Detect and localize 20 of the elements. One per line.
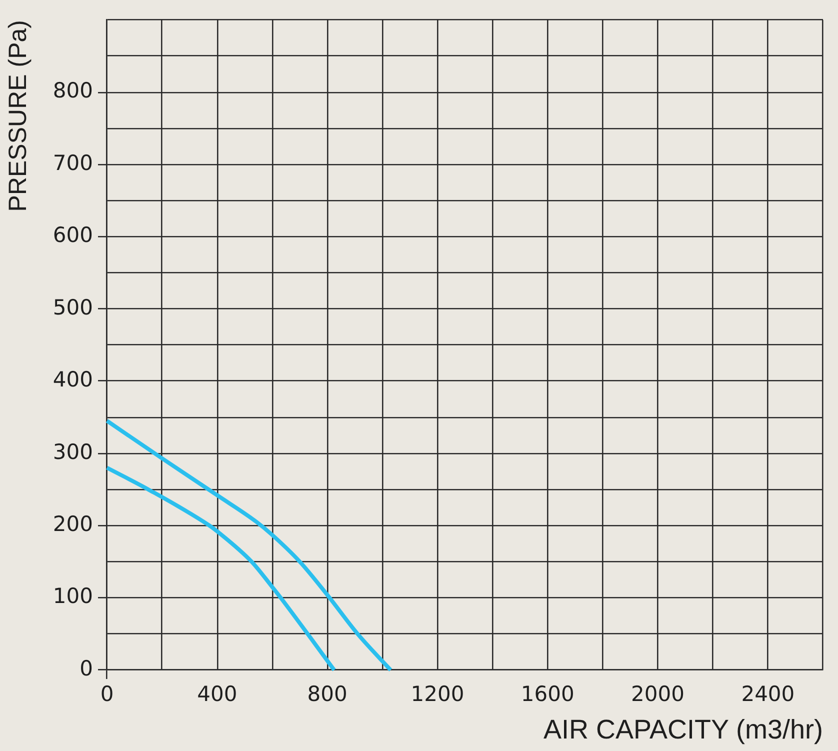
y-tick-label: 100 [52,584,93,608]
x-tick-label: 2000 [631,682,684,706]
x-tick-label: 0 [100,682,114,706]
x-axis-title: AIR CAPACITY (m3/hr) [543,714,823,744]
x-tick-label: 400 [197,682,238,706]
x-tick-label: 2400 [741,682,795,706]
y-tick-label: 700 [52,150,93,175]
y-axis-title: PRESSURE (Pa) [4,20,32,212]
y-tick-label: 800 [52,78,93,103]
x-tick-label: 1200 [410,682,464,706]
line-series [105,418,393,672]
x-tick-label: 1600 [520,682,574,706]
y-tick-label: 500 [52,295,93,320]
y-tick-label: 300 [52,440,93,464]
line-series [105,466,336,672]
y-tick-label: 600 [52,223,93,248]
y-tick-label: 0 [80,656,93,680]
x-tick-label: 800 [307,682,348,706]
y-tick-label: 200 [52,512,93,536]
y-tick-label: 400 [52,368,93,392]
